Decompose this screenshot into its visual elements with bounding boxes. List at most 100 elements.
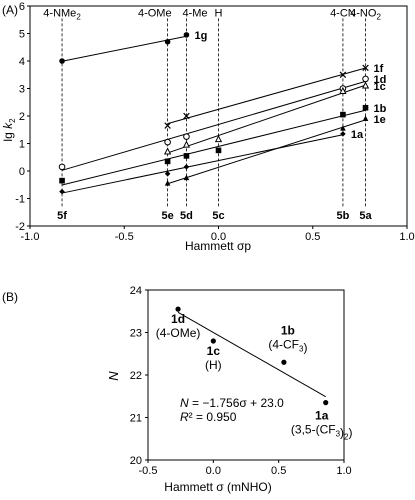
panel-a-series-lines xyxy=(61,35,366,194)
point-1d-1 xyxy=(164,138,171,146)
y-tick-label-4: 2 xyxy=(19,111,25,123)
point-1f-3-b xyxy=(362,64,369,72)
x-tick-label-0: -1.0 xyxy=(21,231,40,243)
point-1e-0 xyxy=(164,180,171,186)
point-1g-1 xyxy=(164,38,171,45)
panel-a-x-ticks: -1.0 -0.5 0.0 0.5 1.0 xyxy=(21,226,415,243)
b-y-tick-label-0: 20 xyxy=(130,455,142,467)
point-1d-4 xyxy=(362,75,369,83)
point-1a-0 xyxy=(59,188,65,195)
b-x-tick-label-2: 0.5 xyxy=(271,465,286,477)
substituent-label-4-ome: 4-OMe xyxy=(138,7,172,19)
x-tick-label-1: -0.5 xyxy=(115,231,134,243)
point-1b xyxy=(281,359,287,365)
panel-a-compound-labels: 5f 5e 5d 5c 5b 5a xyxy=(57,210,372,222)
point-1f-0 xyxy=(164,122,171,129)
y-tick-label-3: 1 xyxy=(19,139,25,151)
panel-a: (A) 4-NMe2 4-OMe 4-Me H 4-CN4-NO2 5f 5e 5d 5c 5b… xyxy=(1,1,415,253)
panel-b-equation: N = −1.756σ + 23.0 xyxy=(180,396,284,410)
b-x-tick-label-1: 0.0 xyxy=(206,465,221,477)
point-1f-2 xyxy=(339,71,347,78)
series-line-1c xyxy=(167,84,366,154)
panel-b-fit-line xyxy=(177,311,326,398)
point-label-1d: 1d xyxy=(171,312,185,326)
panel-a-substituent-labels: 4-NMe2 4-OMe 4-Me H 4-CN4-NO2 xyxy=(43,7,381,21)
point-1f-1 xyxy=(183,112,190,120)
compound-label-5c: 5c xyxy=(212,210,224,222)
point-1d xyxy=(175,306,181,312)
compound-label-5b: 5b xyxy=(336,210,349,222)
panel-b-r2: R² = 0.950 xyxy=(180,410,237,424)
panel-a-y-ticks: -2 -1 0 1 2 3 4 5 6 xyxy=(15,1,30,233)
point-1c-0 xyxy=(163,147,172,155)
point-1a xyxy=(323,400,329,406)
y-tick-label-2: 0 xyxy=(19,166,25,178)
panel-a-markers xyxy=(58,32,370,195)
point-1b-0 xyxy=(59,177,65,184)
b-y-tick-label-1: 21 xyxy=(130,413,142,425)
panel-b-x-ticks: -0.5 0.0 0.5 1.0 xyxy=(139,460,352,477)
substituent-label-4-no2: 4-NO2 xyxy=(350,7,381,21)
y-tick-label-1: -1 xyxy=(15,194,25,206)
point-1e-3 xyxy=(362,115,369,122)
series-line-1d xyxy=(61,80,366,171)
panel-b-y-axis-label: N xyxy=(106,371,121,381)
point-1a-1 xyxy=(164,170,171,177)
series-label-1f: 1f xyxy=(374,63,384,75)
point-1e-2 xyxy=(340,125,346,131)
substituent-label-h: H xyxy=(215,7,223,19)
substituent-label-4-me: 4-Me xyxy=(182,7,207,19)
b-x-tick-label-0: -0.5 xyxy=(139,465,158,477)
y-tick-label-8: 6 xyxy=(19,1,25,13)
substituent-label-4-nme2: 4-NMe2 xyxy=(43,7,81,21)
point-1g-0 xyxy=(59,58,65,64)
series-line-1b xyxy=(61,109,366,186)
series-line-1e xyxy=(167,119,366,185)
b-x-tick-label-3: 1.0 xyxy=(336,465,351,477)
compound-label-5a: 5a xyxy=(359,210,372,222)
point-1d-2 xyxy=(183,133,190,140)
x-tick-label-2: 0.0 xyxy=(211,231,226,243)
y-tick-label-7: 5 xyxy=(19,29,25,41)
point-1a-2 xyxy=(183,164,190,170)
series-line-1a xyxy=(61,134,344,194)
x-tick-label-3: 0.5 xyxy=(305,231,320,243)
point-1b-2 xyxy=(183,153,190,159)
compound-label-5d: 5d xyxy=(180,210,193,222)
b-y-tick-label-4: 24 xyxy=(130,285,142,297)
point-1c-3 xyxy=(339,86,347,95)
panel-a-y-axis-label: lg k2 xyxy=(1,118,17,142)
panel-b-label: (B) xyxy=(2,290,18,304)
point-1b-1 xyxy=(164,158,171,165)
point-sublabel-1b: (4-CF3) xyxy=(268,337,307,354)
panel-b: (B) 1d(4-OMe) 1c(H) 1b(4-CF3) 1a(3,5-(CF3)2… xyxy=(2,285,352,494)
panel-a-substituent-guides xyxy=(61,18,366,207)
point-1b-3 xyxy=(215,147,222,154)
series-label-1b: 1b xyxy=(374,103,387,115)
b-y-tick-label-2: 22 xyxy=(130,370,142,382)
panel-a-x-axis-label: Hammett σp xyxy=(185,239,251,253)
compound-label-5e: 5e xyxy=(161,210,173,222)
point-1d-0 xyxy=(58,163,66,171)
point-sublabel-1d: (4-OMe) xyxy=(156,326,201,340)
y-tick-label-6: 4 xyxy=(19,56,25,68)
x-tick-label-4: 1.0 xyxy=(399,231,414,243)
panel-b-y-ticks: 20 21 22 23 24 xyxy=(130,285,148,467)
point-label-1a: 1a xyxy=(315,409,329,423)
point-1c-2 xyxy=(214,134,223,143)
series-label-1a: 1a xyxy=(351,129,364,141)
y-tick-label-0: -2 xyxy=(15,221,25,233)
point-sublabel-1c: (H) xyxy=(205,358,222,372)
point-1g-2 xyxy=(183,32,190,38)
point-1b-4 xyxy=(340,111,346,118)
point-1e-1 xyxy=(183,174,190,181)
fit-line xyxy=(177,311,326,398)
series-line-1f xyxy=(167,67,366,125)
point-1f-0-b xyxy=(164,122,171,129)
series-label-1d: 1d xyxy=(374,74,387,86)
compound-label-5f: 5f xyxy=(57,210,67,222)
point-label-1c: 1c xyxy=(207,344,221,358)
point-1c-4 xyxy=(361,81,370,89)
